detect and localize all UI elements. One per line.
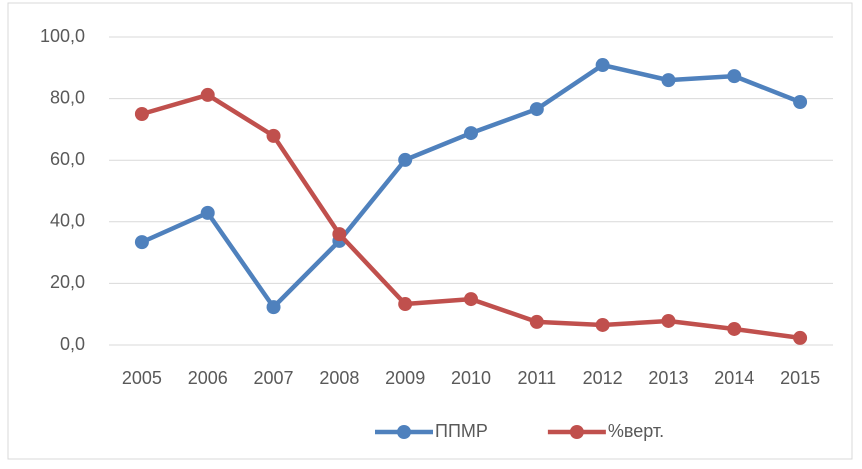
point-marker xyxy=(661,313,676,328)
point-marker xyxy=(134,107,149,121)
point-marker xyxy=(793,330,808,345)
x-tick-label: 2009 xyxy=(385,368,425,388)
x-tick-label: 2006 xyxy=(188,368,228,388)
x-tick-label: 2013 xyxy=(648,368,688,388)
point-marker xyxy=(529,314,544,329)
legend-marker xyxy=(569,425,584,439)
y-tick-label: 60,0 xyxy=(50,149,85,169)
point-marker xyxy=(793,94,808,109)
point-marker xyxy=(398,152,413,167)
point-marker xyxy=(332,227,347,242)
x-tick-label: 2008 xyxy=(319,368,359,388)
y-tick-label: 20,0 xyxy=(50,272,85,292)
legend-marker xyxy=(397,425,411,439)
x-tick-label: 2015 xyxy=(780,368,820,388)
x-tick-label: 2007 xyxy=(254,368,294,388)
point-marker xyxy=(464,126,478,141)
y-tick-label: 80,0 xyxy=(50,87,85,107)
point-marker xyxy=(266,128,281,143)
x-tick-label: 2011 xyxy=(517,368,556,388)
point-marker xyxy=(464,292,478,307)
point-marker xyxy=(727,69,742,84)
y-tick-label: 40,0 xyxy=(50,211,85,231)
point-marker xyxy=(529,102,544,117)
point-marker xyxy=(595,317,610,332)
y-tick-label: 0,0 xyxy=(60,334,85,354)
point-marker xyxy=(266,300,281,315)
point-marker xyxy=(398,297,413,312)
y-tick-label: 100,0 xyxy=(40,26,85,46)
x-tick-label: 2012 xyxy=(583,368,623,388)
legend-label: %верт. xyxy=(608,421,664,441)
point-marker xyxy=(727,321,742,336)
x-tick-label: 2010 xyxy=(451,368,491,388)
x-tick-label: 2014 xyxy=(714,368,754,388)
x-tick-label: 2005 xyxy=(122,368,162,388)
legend-label: ППМР xyxy=(435,421,488,441)
point-marker xyxy=(200,205,215,220)
point-marker xyxy=(200,87,215,102)
point-marker xyxy=(595,58,610,73)
point-marker xyxy=(134,235,149,250)
chart-border xyxy=(7,2,853,460)
point-marker xyxy=(661,73,676,88)
